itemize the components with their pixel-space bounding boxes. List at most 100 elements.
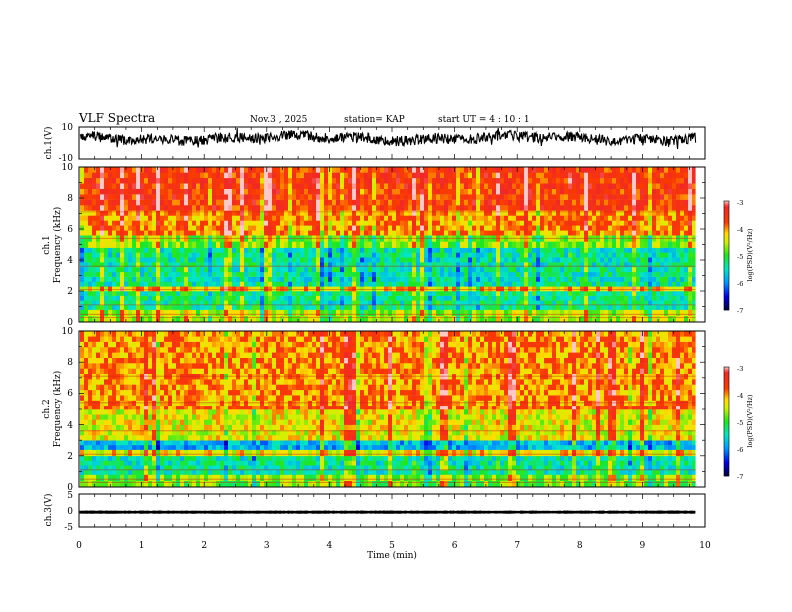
spectrogram-cell [672,241,676,248]
spectrogram-cell [564,183,568,189]
spectrogram-cell [516,291,520,296]
spectrogram-cell [380,271,384,277]
spectrogram-cell [500,205,504,211]
spectrogram-cell [556,220,560,226]
spectrogram-cell [212,267,216,273]
spectrogram-cell [304,304,308,310]
spectrogram-cell [220,220,224,226]
spectrogram-cell [628,241,632,248]
spectrogram-cell [664,205,668,211]
spectrogram-cell [536,247,540,253]
spectrogram-cell [248,172,252,179]
spectrogram-cell [304,252,308,258]
spectrogram-cell [660,230,664,236]
spectrogram-cell [216,220,220,226]
spectrogram-cell [324,194,328,200]
spectrogram-cell [652,252,656,258]
spectrogram-cell [544,215,548,221]
spectrogram-cell [288,262,292,268]
spectrogram-cell [368,304,372,310]
spectrogram-cell [248,252,252,258]
spectrogram-cell [388,194,392,200]
spectrogram-cell [120,315,124,323]
spectrogram-cell [672,230,676,236]
spectrogram-cell [400,167,404,173]
spectrogram-cell [384,271,388,277]
spectrogram-cell [344,286,348,292]
spectrogram-cell [304,262,308,268]
spectrogram-cell [304,188,308,195]
spectrogram-cell [436,300,440,306]
spectrogram-cell [332,267,336,273]
spectrogram-cell [412,220,416,226]
spectrogram-cell [100,409,104,415]
spectrogram-cell [464,267,468,273]
spectrogram-cell [540,167,544,173]
spectrogram-cell [652,230,656,236]
spectrogram-cell [604,315,608,323]
spectrogram-cell [432,271,436,277]
spectrogram-cell [372,300,376,306]
spectrogram-cell [588,267,592,273]
spectrogram-cell [152,252,156,258]
spectrogram-cell [396,315,400,323]
spectrogram-cell [212,230,216,236]
spectrogram-cell [520,188,524,195]
spectrogram-cell [692,257,696,263]
spectrogram-cell [416,304,420,310]
spectrogram-cell [604,167,608,173]
spectrogram-cell [292,304,296,310]
spectrogram-cell [252,215,256,221]
spectrogram-cell [184,300,188,306]
spectrogram-cell [452,315,456,323]
spectrogram-cell [264,194,268,200]
spectrogram-cell [208,262,212,268]
spectrogram-cell [392,291,396,296]
spectrogram-cell [512,167,516,173]
spectrogram-cell [92,414,96,420]
spectrogram-cell [332,271,336,277]
spectrogram-cell [92,480,96,488]
spectrogram-cell [216,286,220,292]
spectrogram-cell [520,309,524,317]
spectrogram-cell [580,177,584,184]
spectrogram-cell [552,262,556,268]
spectrogram-cell [164,281,168,287]
spectrogram-cell [380,304,384,310]
spectrogram-cell [552,276,556,282]
spectrogram-cell [96,460,100,466]
spectrogram-cell [80,199,84,206]
spectrogram-cell [684,276,688,282]
spectrogram-cell [236,309,240,317]
spectrogram-cell [536,205,540,211]
spectrogram-cell [284,220,288,226]
spectrogram-cell [680,304,684,310]
spectrogram-cell [592,194,596,200]
spectrogram-cell [300,188,304,195]
spectrogram-cell [296,177,300,184]
spectrogram-cell [356,276,360,282]
spectrogram-cell [96,220,100,226]
spectrogram-cell [112,435,116,441]
spectrogram-cell [104,465,108,471]
spectrogram-cell [648,304,652,310]
spectrogram-cell [340,262,344,268]
spectrogram-cell [128,252,132,258]
spectrogram-cell [144,220,148,226]
spectrogram-cell [340,257,344,263]
spectrogram-cell [332,210,336,216]
spectrogram-cell [312,230,316,236]
spectrogram-cell [444,271,448,277]
spectrogram-cell [444,281,448,287]
spectrogram-cell [212,194,216,200]
spectrogram-cell [368,315,372,323]
spectrogram-cell [236,247,240,253]
spectrogram-cell [628,267,632,273]
spectrogram-cell [96,194,100,200]
spectrogram-cell [500,257,504,263]
spectrogram-cell [116,336,120,342]
spectrogram-cell [584,295,588,301]
spectrogram-cell [404,295,408,301]
spectrogram-cell [656,199,660,206]
spectrogram-cell [328,194,332,200]
